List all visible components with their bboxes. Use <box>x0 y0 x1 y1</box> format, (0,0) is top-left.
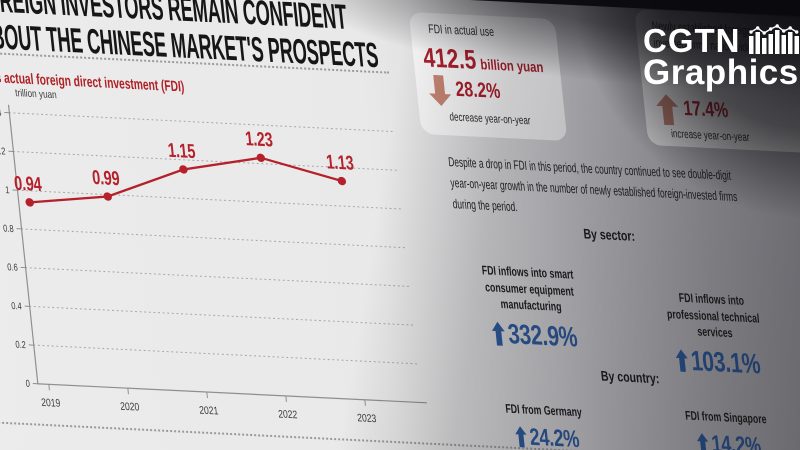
fdi-value: 412.5 billion yuan <box>422 42 545 79</box>
sector-stat-value: 332.9% <box>505 317 579 353</box>
svg-text:0.99: 0.99 <box>91 166 121 190</box>
country-stat-value: 24.2% <box>527 423 581 450</box>
up-arrow-icon <box>514 426 527 448</box>
svg-text:1.15: 1.15 <box>167 138 197 162</box>
down-arrow-icon <box>429 74 452 106</box>
fdi-value-unit: billion yuan <box>479 57 545 77</box>
svg-text:2021: 2021 <box>199 405 220 418</box>
sector-stat-value: 103.1% <box>689 344 762 379</box>
country-stat-value: 14.2% <box>709 430 762 450</box>
stat-card-fdi: FDI in actual use 412.5 billion yuan 28.2… <box>408 11 568 142</box>
country-stat-value-row: 24.2% <box>514 422 580 450</box>
country-stat-label: FDI from Singapore <box>684 408 768 427</box>
up-arrow-icon <box>675 348 688 372</box>
svg-text:1.4: 1.4 <box>0 106 2 118</box>
country-stat-label: FDI from Germany <box>505 401 583 420</box>
firms-change-row: 17.4% <box>655 94 745 129</box>
svg-text:1.2: 1.2 <box>0 145 6 157</box>
cgtn-logo-text: CGTN <box>643 21 741 59</box>
stat-card-fdi-label: FDI in actual use <box>427 21 495 40</box>
svg-text:0: 0 <box>25 378 30 389</box>
fdi-line-chart: 0 0.2 0.4 0.6 0.8 1 1.2 1.4 2019 2020 2021 2022 2023… <box>0 104 427 426</box>
svg-text:0.4: 0.4 <box>11 300 23 312</box>
svg-text:2022: 2022 <box>278 409 298 422</box>
up-arrow-icon <box>491 321 505 346</box>
sector-stat-label: FDI inflows into professional technical … <box>666 290 761 341</box>
svg-text:1.23: 1.23 <box>244 127 274 151</box>
firms-change-desc: increase year-on-year <box>670 128 751 145</box>
svg-text:1: 1 <box>5 184 10 195</box>
firms-change-percent: 17.4% <box>682 96 730 123</box>
sector-stat-value-row: 332.9% <box>490 317 578 353</box>
sector-stat-label: FDI inflows into smart consumer equipmen… <box>481 263 575 314</box>
svg-text:0.8: 0.8 <box>3 223 15 235</box>
fdi-change-percent: 28.2% <box>454 77 502 104</box>
svg-text:2020: 2020 <box>120 401 141 414</box>
country-stat-value-row: 14.2% <box>696 429 762 450</box>
fdi-value-number: 412.5 <box>421 42 478 75</box>
fdi-change-row: 28.2% <box>427 74 517 110</box>
svg-text:2023: 2023 <box>357 412 378 425</box>
up-arrow-icon <box>656 94 679 126</box>
svg-text:0.2: 0.2 <box>15 339 27 351</box>
fdi-change-desc: decrease year-on-year <box>448 111 532 128</box>
graphics-logo-text: Graphics <box>643 53 799 92</box>
cgtn-graphics-logo: CGTN Graphics <box>643 24 800 90</box>
svg-text:1.13: 1.13 <box>325 150 355 174</box>
cgtn-logo-row: CGTN <box>643 21 800 59</box>
cgtn-logo-chart-icon <box>748 24 799 54</box>
svg-text:0.6: 0.6 <box>7 261 19 273</box>
svg-text:2019: 2019 <box>41 397 62 410</box>
svg-text:0.94: 0.94 <box>13 171 43 195</box>
up-arrow-icon <box>696 433 709 450</box>
